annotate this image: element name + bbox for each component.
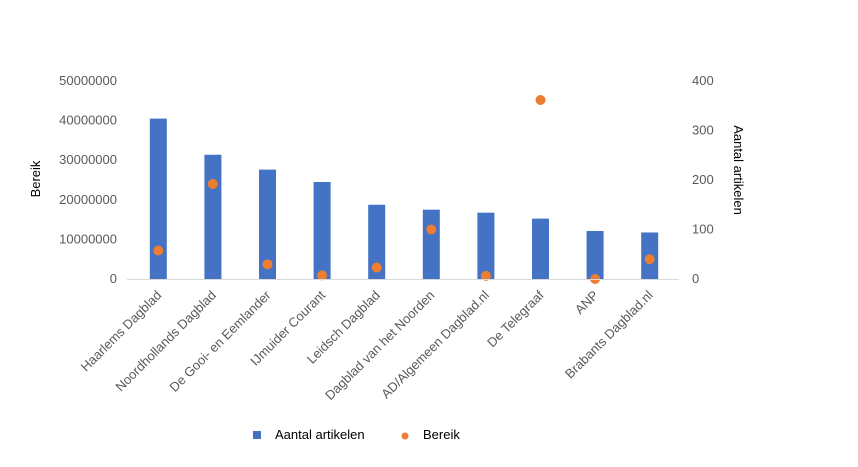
bar-0	[149, 118, 167, 280]
category-label-5: Dagblad van het Noorden	[322, 288, 437, 403]
left-tick-label-1: 10000000	[59, 231, 117, 246]
point-5	[426, 224, 437, 235]
bar-6	[477, 212, 495, 279]
right-axis-title: Aantal artikelen	[731, 125, 746, 215]
right-tick-label-0: 0	[692, 271, 699, 286]
right-tick-label-3: 300	[692, 123, 714, 138]
bar-5	[422, 209, 440, 279]
bar-3	[313, 181, 331, 279]
point-7	[535, 95, 546, 106]
legend-label-bereik: Bereik	[423, 427, 460, 442]
left-axis-title: Bereik	[28, 160, 43, 197]
bar-2	[259, 169, 276, 279]
left-tick-label-5: 50000000	[59, 73, 117, 88]
bars-group	[149, 118, 659, 280]
category-label-7: De Telegraaf	[484, 287, 547, 350]
point-0	[153, 245, 164, 256]
points-group	[153, 95, 655, 284]
left-tick-label-0: 0	[110, 271, 117, 286]
point-9	[644, 254, 655, 265]
right-tick-label-2: 200	[692, 172, 714, 187]
bar-4	[368, 204, 386, 279]
point-3	[317, 270, 328, 281]
category-label-1: Noordhollands Dagblad	[112, 288, 219, 395]
right-tick-label-4: 400	[692, 73, 714, 88]
category-label-6: AD/Algemeen Dagblad.nl	[378, 287, 492, 401]
point-4	[371, 262, 382, 273]
category-label-2: De Gooi- en Eemlander	[166, 287, 274, 395]
point-2	[262, 259, 273, 270]
left-tick-label-4: 40000000	[59, 113, 117, 128]
bar-1	[204, 154, 222, 279]
left-tick-label-3: 30000000	[59, 152, 117, 167]
bar-8	[586, 230, 604, 279]
right-axis-ticks: 0 100 200 300 400	[692, 73, 714, 286]
category-label-8: ANP	[572, 288, 602, 318]
left-tick-label-2: 20000000	[59, 192, 117, 207]
left-axis-ticks: 0 10000000 20000000 30000000 40000000 5000000…	[59, 73, 117, 286]
legend-label-aantal-artikelen: Aantal artikelen	[275, 427, 365, 442]
legend-swatch-bereik	[401, 432, 409, 440]
right-tick-label-1: 100	[692, 222, 714, 237]
legend: Aantal artikelen Bereik	[253, 427, 460, 442]
bar-7	[532, 218, 549, 279]
legend-swatch-aantal-artikelen	[253, 431, 261, 439]
point-6	[480, 270, 491, 281]
point-1	[207, 178, 218, 189]
